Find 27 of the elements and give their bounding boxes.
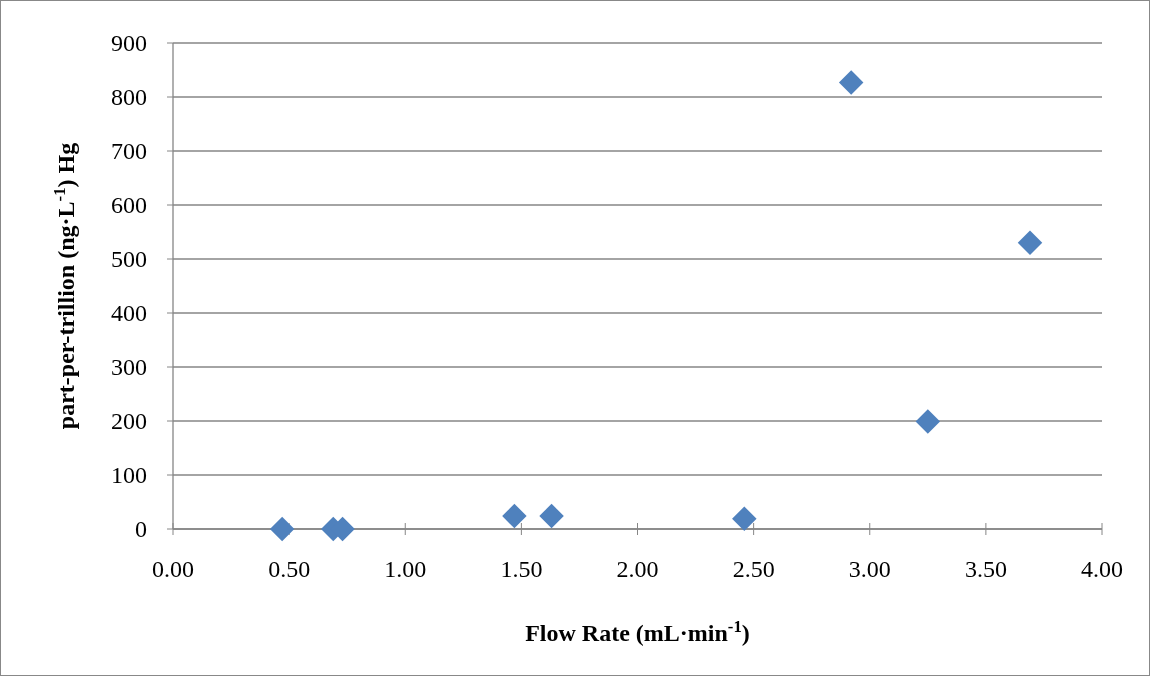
y-tick-label: 500	[111, 246, 147, 273]
y-tick-label: 800	[111, 84, 147, 111]
y-tick-label: 400	[111, 300, 147, 327]
y-tick-label: 700	[111, 138, 147, 165]
y-tick-label: 300	[111, 354, 147, 381]
point	[838, 70, 864, 95]
x-tick-label: 3.50	[964, 556, 1007, 582]
y-tick-label: 600	[111, 192, 147, 219]
x-tick-label: 0.00	[152, 556, 194, 582]
x-tick-label: 3.00	[848, 556, 891, 582]
x-tick-label: 2.00	[616, 556, 659, 582]
point	[915, 409, 941, 434]
x-axis-title: Flow Rate (mL·min$^{-1}$)	[525, 616, 750, 646]
x-tick-label: 1.00	[384, 556, 427, 582]
y-tick-label: 0	[135, 516, 147, 543]
x-tick-label: 2.50	[732, 556, 775, 582]
point	[1017, 230, 1043, 256]
y-tick-label: 200	[111, 408, 147, 435]
point	[732, 506, 757, 531]
x-tick-label: 4.00	[1081, 556, 1123, 582]
y-tick-label: 100	[111, 462, 147, 489]
x-tick-label: 1.50	[500, 556, 543, 582]
point	[269, 516, 295, 542]
y-tick-label: 900	[111, 30, 147, 57]
x-tick-label: 0.50	[268, 556, 311, 582]
point	[539, 503, 564, 529]
point	[502, 503, 527, 529]
